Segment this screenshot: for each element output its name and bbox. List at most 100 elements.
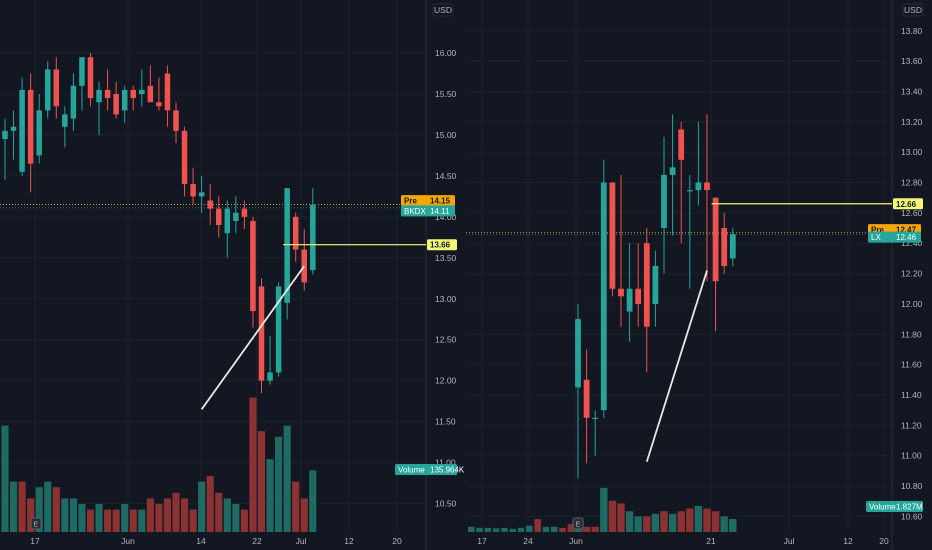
candle-body bbox=[250, 220, 256, 312]
candle-body bbox=[583, 379, 590, 418]
candle-body bbox=[87, 57, 94, 99]
candle-body bbox=[207, 200, 213, 209]
volume-bar bbox=[534, 519, 541, 532]
x-tick-label: 22 bbox=[252, 536, 262, 546]
price-badge bbox=[893, 198, 923, 210]
volume-bar bbox=[703, 508, 711, 532]
y-tick-label: 16.00 bbox=[435, 48, 457, 58]
volume-bar bbox=[78, 504, 86, 532]
volume-bar bbox=[61, 498, 69, 532]
volume-bar bbox=[52, 487, 60, 532]
volume-bar bbox=[651, 513, 660, 532]
currency-label: USD bbox=[904, 5, 922, 15]
x-tick-label: 14 bbox=[196, 536, 206, 546]
volume-bar bbox=[468, 526, 475, 532]
volume-bar bbox=[266, 459, 274, 532]
volume-bar bbox=[677, 511, 685, 532]
volume-bar bbox=[501, 527, 508, 532]
y-tick-label: 10.50 bbox=[435, 499, 457, 509]
candle-body bbox=[661, 174, 667, 229]
volume-bar bbox=[634, 516, 642, 532]
candle-body bbox=[609, 182, 616, 289]
volume-bar bbox=[146, 498, 154, 532]
volume-bar bbox=[686, 508, 694, 532]
y-tick-label: 13.60 bbox=[901, 56, 923, 66]
volume-badge-value: 135.964K bbox=[430, 466, 465, 475]
candle-body bbox=[53, 69, 60, 107]
price-badge-value: 14.11 bbox=[430, 207, 450, 216]
y-tick-label: 10.80 bbox=[901, 481, 923, 491]
volume-bar bbox=[567, 524, 575, 532]
candle-body bbox=[721, 228, 728, 266]
candle-body bbox=[96, 89, 102, 103]
volume-bar bbox=[69, 498, 77, 532]
volume-bar bbox=[292, 481, 300, 532]
volume-badge-label: Volume bbox=[869, 503, 896, 512]
y-tick-label: 11.20 bbox=[901, 420, 922, 430]
grid-lines bbox=[0, 0, 425, 532]
volume-bar bbox=[257, 431, 266, 532]
candle-body bbox=[575, 319, 581, 388]
y-tick-label: 12.60 bbox=[901, 208, 923, 218]
y-tick-label: 11.00 bbox=[435, 458, 456, 468]
volume-bar bbox=[275, 436, 283, 532]
candle-body bbox=[310, 204, 316, 271]
volume-bar bbox=[551, 526, 558, 532]
volume-bars bbox=[468, 487, 737, 532]
volume-bar bbox=[591, 526, 599, 532]
candle-body bbox=[669, 167, 676, 175]
volume-bar bbox=[104, 509, 112, 532]
y-tick-label: 12.00 bbox=[901, 299, 923, 309]
y-tick-label: 11.00 bbox=[901, 451, 922, 461]
candle-body bbox=[241, 208, 248, 217]
candle-body bbox=[19, 89, 25, 172]
candle-body bbox=[275, 286, 282, 373]
price-badge-ticker: BKDX bbox=[404, 207, 426, 216]
candle-body bbox=[45, 69, 51, 111]
y-tick-label: 12.40 bbox=[901, 238, 923, 248]
candle-body bbox=[70, 85, 77, 119]
volume-bar bbox=[582, 526, 591, 532]
y-tick-label: 11.60 bbox=[901, 360, 922, 370]
candle-body bbox=[652, 266, 659, 304]
volume-bar bbox=[509, 528, 516, 532]
volume-bar bbox=[215, 492, 223, 532]
candle-body bbox=[626, 288, 633, 312]
candle-body bbox=[173, 110, 179, 131]
currency-label: USD bbox=[434, 5, 452, 15]
chart-panel-right[interactable]: USD13.8013.6013.4013.2013.0012.8012.6012… bbox=[466, 0, 924, 550]
volume-bar bbox=[492, 528, 500, 532]
volume-bar bbox=[35, 487, 43, 532]
y-tick-label: 11.80 bbox=[901, 329, 922, 339]
candle-body bbox=[258, 286, 265, 381]
volume-bar bbox=[10, 481, 18, 532]
price-badge bbox=[868, 231, 921, 243]
candle-body bbox=[678, 129, 685, 160]
candle-body bbox=[600, 182, 607, 411]
volume-bar bbox=[484, 527, 492, 532]
x-tick-label: Jun bbox=[569, 536, 583, 546]
volume-bar bbox=[181, 498, 189, 532]
trend-line bbox=[200, 265, 305, 410]
x-tick-label: 17 bbox=[30, 536, 40, 546]
y-tick-label: 15.50 bbox=[435, 89, 457, 99]
candle-body bbox=[190, 184, 196, 197]
y-tick-label: 13.00 bbox=[901, 147, 923, 157]
x-tick-label: Jul bbox=[296, 536, 307, 546]
volume-bar bbox=[711, 511, 720, 532]
volume-bar bbox=[189, 509, 197, 532]
candle-body bbox=[79, 57, 85, 86]
candle-body bbox=[164, 73, 171, 111]
y-tick-label: 12.00 bbox=[435, 376, 457, 386]
volume-bar bbox=[129, 509, 137, 532]
volume-bar bbox=[300, 498, 308, 532]
candle-body bbox=[121, 89, 128, 111]
chart-panel-left[interactable]: USD 16.00 15.50 15.00 14.50 14.00 13.50 13.00 12… bbox=[0, 0, 465, 550]
y-tick-label: 10.60 bbox=[901, 511, 923, 521]
volume-bar bbox=[668, 513, 677, 532]
volume-bars bbox=[1, 397, 317, 532]
x-tick-label: 24 bbox=[523, 536, 533, 546]
volume-bar bbox=[694, 506, 703, 532]
volume-bar bbox=[283, 425, 291, 532]
candle-body bbox=[147, 85, 154, 103]
